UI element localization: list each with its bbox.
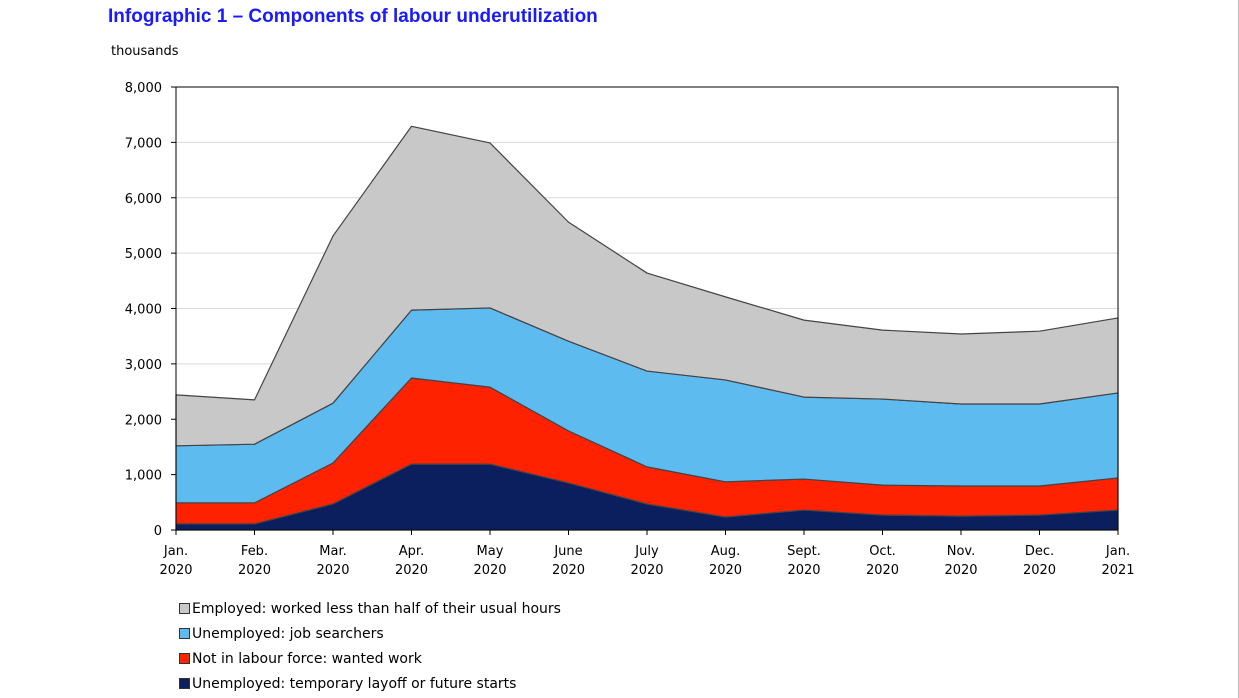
y-tick-label: 5,000: [125, 247, 162, 262]
legend-label: Not in labour force: wanted work: [192, 650, 422, 667]
x-tick-label: Aug.: [711, 544, 741, 559]
x-tick-label: 2020: [159, 563, 192, 578]
x-tick-label: 2021: [1101, 563, 1134, 578]
x-tick-label: 2020: [316, 563, 349, 578]
x-tick-label: Dec.: [1025, 544, 1054, 559]
x-tick-label: 2020: [787, 563, 820, 578]
legend-swatch: [179, 653, 190, 664]
y-tick-label: 2,000: [125, 413, 162, 428]
x-tick-label: 2020: [630, 563, 663, 578]
chart-title: Infographic 1 – Components of labour und…: [108, 6, 598, 27]
legend-item: Not in labour force: wanted work: [179, 646, 561, 671]
x-tick-label: Jan.: [163, 544, 188, 559]
legend-item: Unemployed: job searchers: [179, 621, 561, 646]
legend-swatch: [179, 603, 190, 614]
y-tick-label: 0: [154, 524, 162, 539]
legend-swatch: [179, 678, 190, 689]
y-tick-label: 1,000: [125, 469, 162, 484]
x-tick-label: June: [553, 544, 582, 559]
legend-item: Employed: worked less than half of their…: [179, 596, 561, 621]
legend: Employed: worked less than half of their…: [179, 596, 561, 696]
x-tick-label: 2020: [473, 563, 506, 578]
x-tick-label: May: [477, 544, 504, 559]
y-tick-label: 6,000: [125, 192, 162, 207]
y-tick-label: 3,000: [125, 358, 162, 373]
y-tick-label: 7,000: [125, 136, 162, 151]
x-tick-label: Nov.: [947, 544, 976, 559]
x-tick-label: Feb.: [241, 544, 268, 559]
x-tick-label: 2020: [552, 563, 585, 578]
x-tick-label: July: [634, 544, 659, 559]
x-tick-label: Oct.: [869, 544, 896, 559]
stacked-area-chart: 0 1,000 2,000 3,000 4,000 5,000 6,000 7,000 8,00…: [125, 81, 1135, 578]
y-tick-label: 8,000: [125, 81, 162, 96]
x-tick-label: 2020: [944, 563, 977, 578]
x-tick-label: 2020: [395, 563, 428, 578]
legend-label: Unemployed: temporary layoff or future s…: [192, 675, 517, 692]
x-tick-label: 2020: [1023, 563, 1056, 578]
y-axis-label: thousands: [111, 44, 179, 59]
x-tick-label: 2020: [238, 563, 271, 578]
legend-label: Employed: worked less than half of their…: [192, 600, 561, 617]
x-tick-label: Jan.: [1105, 544, 1130, 559]
y-tick-label: 4,000: [125, 303, 162, 318]
x-tick-label: Mar.: [319, 544, 346, 559]
legend-label: Unemployed: job searchers: [192, 625, 384, 642]
x-tick-label: 2020: [709, 563, 742, 578]
legend-item: Unemployed: temporary layoff or future s…: [179, 671, 561, 696]
x-tick-label: 2020: [866, 563, 899, 578]
legend-swatch: [179, 628, 190, 639]
x-tick-label: Apr.: [399, 544, 424, 559]
x-tick-label: Sept.: [787, 544, 821, 559]
